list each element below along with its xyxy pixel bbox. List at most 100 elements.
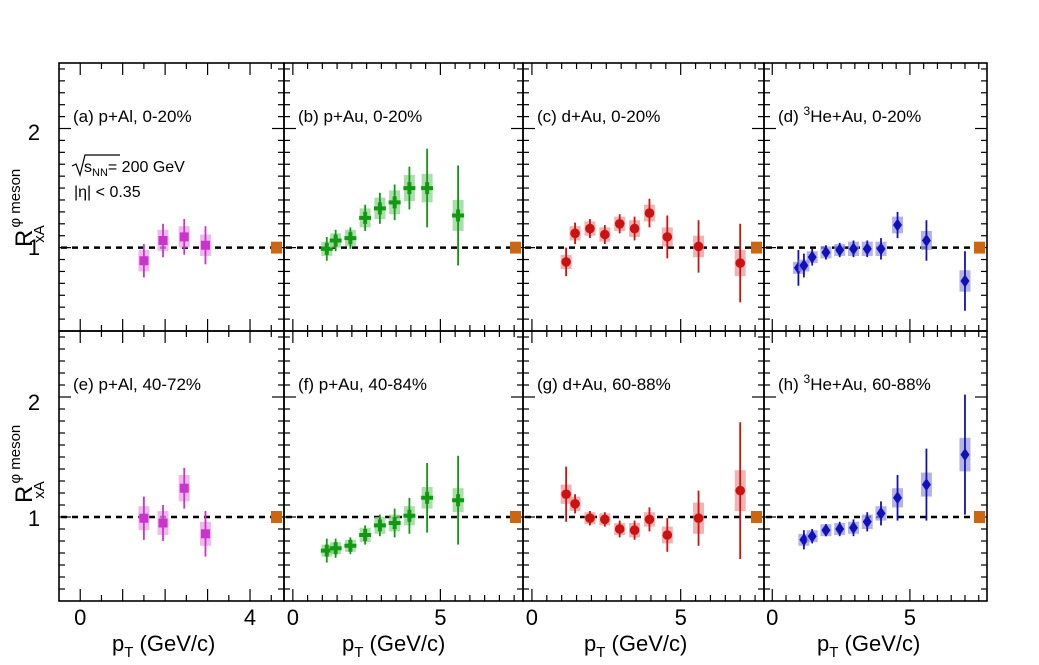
data-point <box>693 490 705 546</box>
data-point <box>403 497 416 534</box>
eta-annotation: |η| < 0.35 <box>74 184 141 201</box>
data-point <box>661 215 673 259</box>
panel-label: (a) p+Al, 0-20% <box>73 107 192 126</box>
data-point <box>359 204 372 231</box>
x-tick-label: 0 <box>526 605 538 630</box>
marker <box>893 218 903 232</box>
data-point <box>892 211 904 239</box>
data-point <box>344 537 357 555</box>
data-point <box>798 253 810 278</box>
marker <box>329 234 342 247</box>
marker <box>807 250 817 264</box>
panel-label: (d) 3He+Au, 0-20% <box>778 104 921 126</box>
marker <box>359 211 372 224</box>
data-point <box>861 240 873 258</box>
x-axis-title-col-2: pT (GeV/c) <box>342 631 445 661</box>
data-point <box>820 245 832 260</box>
data-point <box>584 511 596 526</box>
marker <box>807 529 817 543</box>
data-point <box>734 223 746 303</box>
marker <box>960 274 970 288</box>
panel-label: (h) 3He+Au, 60-88% <box>778 372 931 394</box>
data-point <box>892 475 904 521</box>
data-point <box>344 227 357 249</box>
data-point <box>820 523 832 537</box>
marker <box>200 529 210 539</box>
svg-text:pT (GeV/c): pT (GeV/c) <box>817 631 920 661</box>
data-point <box>806 529 818 544</box>
panel-frame <box>522 62 765 332</box>
marker <box>570 499 580 509</box>
panel-f: 0 5 (f) p+Au, 40-84% <box>283 330 524 630</box>
data-point <box>560 247 572 277</box>
panel-frame <box>58 330 285 602</box>
data-point <box>861 512 873 532</box>
y-tick-label-1-bottom: 1 <box>28 506 40 531</box>
y-axis-title-top: Rφ mesonxA <box>7 169 48 247</box>
marker <box>561 489 571 500</box>
data-point <box>403 166 416 210</box>
svg-text:pT (GeV/c): pT (GeV/c) <box>342 631 445 661</box>
data-point <box>388 184 401 221</box>
marker <box>329 542 342 555</box>
data-point <box>614 214 626 234</box>
normalization-box <box>510 511 521 523</box>
marker <box>799 533 809 547</box>
normalization-box <box>510 241 521 254</box>
marker <box>629 223 640 234</box>
data-point <box>359 525 372 545</box>
marker <box>835 243 845 257</box>
svg-text:pT (GeV/c): pT (GeV/c) <box>584 631 687 661</box>
marker <box>585 513 595 523</box>
marker <box>179 483 189 493</box>
panels: (a) p+Al, 0-20% (b) p+Au, 0-20% (c) d+Au, … <box>58 62 988 630</box>
panel-frame <box>763 62 988 332</box>
x-tick-label: 0 <box>766 605 778 630</box>
marker <box>421 182 434 195</box>
data-point <box>320 538 333 563</box>
marker <box>614 524 625 534</box>
marker <box>862 242 872 256</box>
sqrt-sign-icon <box>71 154 120 178</box>
svg-text:sNN= 200 GeV: sNN= 200 GeV <box>84 159 185 179</box>
x-axis-title-col-4: pT (GeV/c) <box>817 631 920 661</box>
x-axis-title-col-3: pT (GeV/c) <box>584 631 687 661</box>
marker <box>821 245 831 259</box>
data-point <box>569 494 581 514</box>
marker <box>373 202 386 215</box>
x-tick-label: 5 <box>675 605 687 630</box>
marker <box>585 223 595 234</box>
x-tick-label: 5 <box>904 605 916 630</box>
energy-annotation: sNN= 200 GeV <box>71 154 185 179</box>
marker <box>359 529 372 541</box>
marker <box>614 219 625 229</box>
marker <box>344 232 357 245</box>
y-tick-label-2-bottom: 2 <box>28 390 40 415</box>
panel-label: (f) p+Au, 40-84% <box>298 375 427 394</box>
data-point <box>661 518 673 552</box>
data-point <box>875 238 887 260</box>
data-point <box>178 467 190 509</box>
panel-label: (b) p+Au, 0-20% <box>298 107 422 126</box>
panel-e: 0 4 (e) p+Al, 40-72% <box>58 330 285 630</box>
data-point <box>421 463 434 533</box>
data-point <box>199 226 211 265</box>
normalization-box <box>751 511 762 523</box>
data-point <box>629 216 641 241</box>
marker <box>388 517 401 529</box>
marker <box>373 519 386 532</box>
marker <box>421 491 434 504</box>
marker <box>320 242 333 255</box>
marker <box>158 235 168 245</box>
data-point <box>920 448 932 521</box>
marker <box>821 523 831 537</box>
data-point <box>138 496 150 540</box>
normalization-box <box>751 241 762 254</box>
data-point <box>643 198 655 228</box>
panel-h: 0 5 (h) 3He+Au, 60-88% <box>763 330 988 630</box>
data-point <box>584 219 596 239</box>
normalization-box <box>974 241 985 254</box>
normalization-box <box>974 511 985 523</box>
panel-frame <box>522 330 765 602</box>
panel-label: (e) p+Al, 40-72% <box>73 375 201 394</box>
